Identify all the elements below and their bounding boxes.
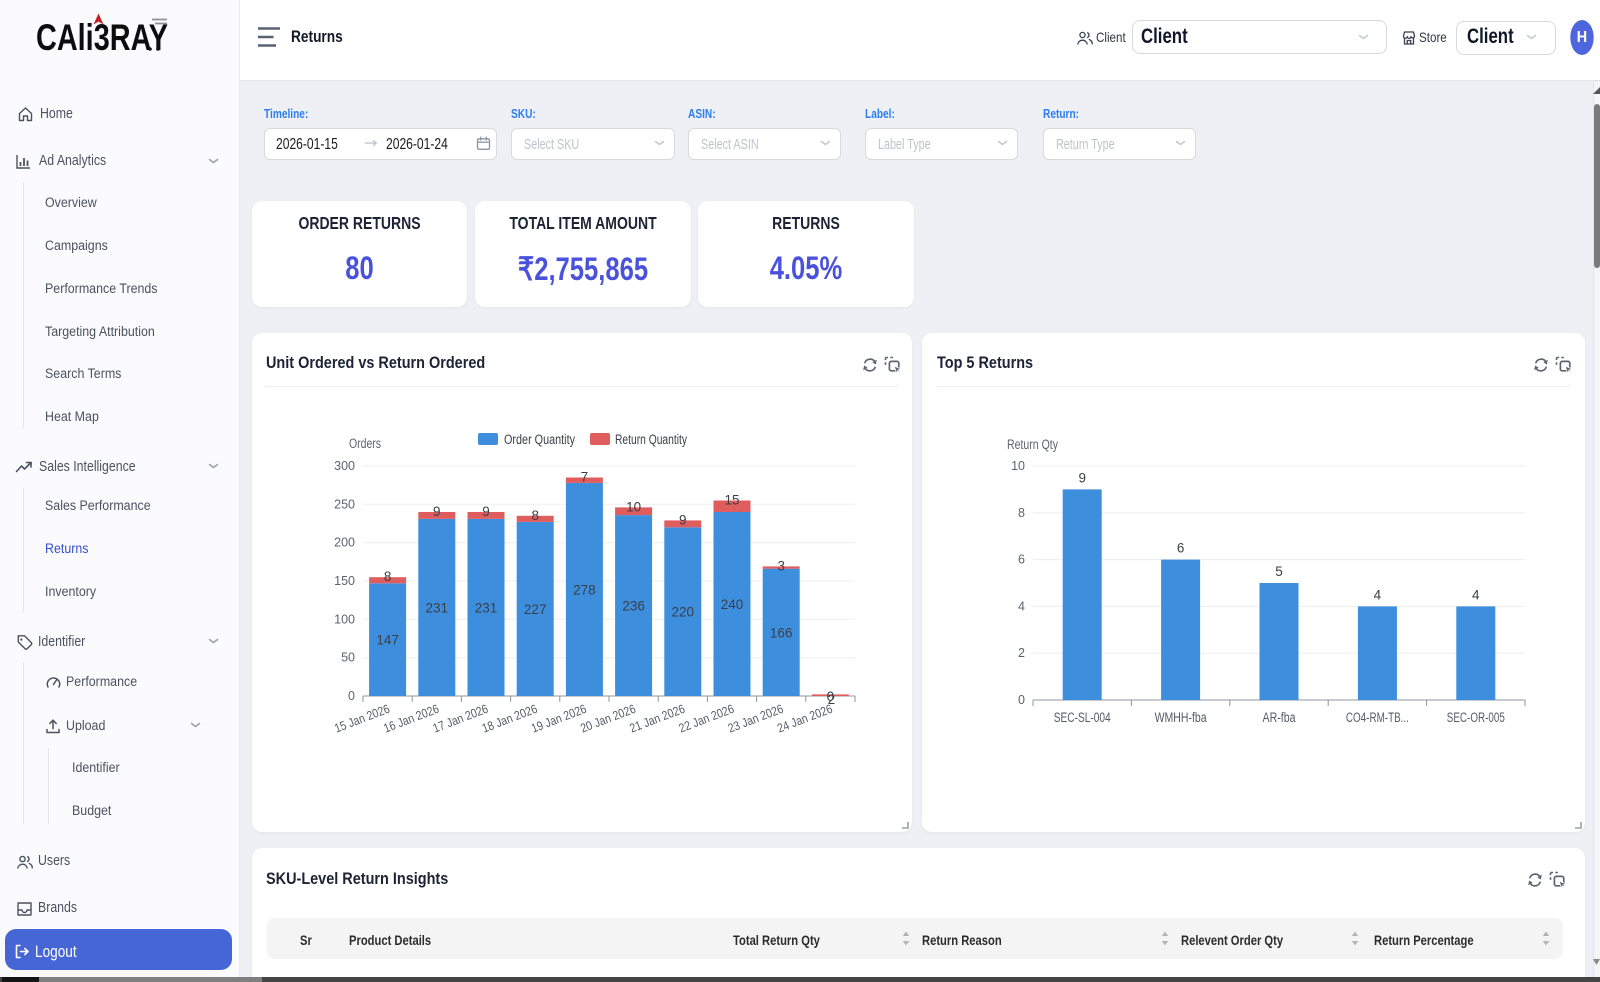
svg-text:8: 8 — [531, 508, 539, 523]
svg-text:231: 231 — [475, 601, 498, 616]
svg-text:6: 6 — [1177, 541, 1185, 556]
svg-text:4: 4 — [1018, 599, 1025, 613]
svg-text:2: 2 — [828, 692, 836, 707]
svg-text:166: 166 — [770, 625, 793, 640]
svg-text:220: 220 — [672, 605, 695, 620]
svg-text:CO4-RM-TB...: CO4-RM-TB... — [1346, 710, 1409, 725]
svg-text:10: 10 — [1011, 459, 1025, 473]
svg-text:227: 227 — [524, 602, 547, 617]
svg-text:20 Jan 2026: 20 Jan 2026 — [579, 702, 638, 736]
svg-text:147: 147 — [376, 633, 399, 648]
svg-text:9: 9 — [482, 504, 490, 519]
svg-text:8: 8 — [1018, 506, 1025, 520]
svg-text:0: 0 — [1018, 693, 1025, 707]
svg-text:300: 300 — [334, 459, 355, 473]
svg-text:WMHH-fba: WMHH-fba — [1155, 710, 1207, 725]
svg-text:15 Jan 2026: 15 Jan 2026 — [333, 702, 392, 736]
svg-text:240: 240 — [721, 597, 744, 612]
svg-text:17 Jan 2026: 17 Jan 2026 — [431, 702, 490, 736]
svg-text:50: 50 — [341, 651, 355, 665]
svg-text:Return Qty: Return Qty — [1007, 437, 1058, 452]
svg-text:9: 9 — [1078, 470, 1086, 485]
svg-text:21 Jan 2026: 21 Jan 2026 — [628, 702, 687, 736]
svg-text:9: 9 — [679, 512, 687, 527]
svg-text:22 Jan 2026: 22 Jan 2026 — [677, 702, 736, 736]
svg-text:0: 0 — [348, 689, 355, 703]
svg-text:AR-fba: AR-fba — [1263, 710, 1296, 725]
svg-text:SEC-SL-004: SEC-SL-004 — [1054, 710, 1111, 725]
svg-text:231: 231 — [426, 601, 449, 616]
svg-text:2: 2 — [1018, 646, 1025, 660]
svg-text:24 Jan 2026: 24 Jan 2026 — [775, 702, 834, 736]
svg-text:8: 8 — [384, 569, 392, 584]
svg-text:10: 10 — [626, 499, 641, 514]
svg-text:7: 7 — [581, 470, 589, 485]
svg-text:278: 278 — [573, 582, 596, 597]
svg-text:Return Quantity: Return Quantity — [615, 432, 687, 447]
svg-text:200: 200 — [334, 536, 355, 550]
svg-text:15: 15 — [724, 493, 739, 508]
svg-text:9: 9 — [433, 504, 441, 519]
svg-text:Order Quantity: Order Quantity — [504, 432, 575, 447]
svg-text:4: 4 — [1472, 587, 1480, 602]
svg-text:4: 4 — [1374, 587, 1382, 602]
svg-text:250: 250 — [334, 497, 355, 511]
svg-text:150: 150 — [334, 574, 355, 588]
svg-text:0: 0 — [827, 689, 835, 704]
svg-text:Orders: Orders — [349, 436, 381, 451]
svg-text:23 Jan 2026: 23 Jan 2026 — [726, 702, 785, 736]
svg-text:5: 5 — [1275, 564, 1283, 579]
svg-text:16 Jan 2026: 16 Jan 2026 — [382, 702, 441, 736]
svg-text:19 Jan 2026: 19 Jan 2026 — [529, 702, 588, 736]
svg-text:18 Jan 2026: 18 Jan 2026 — [480, 702, 539, 736]
svg-text:6: 6 — [1018, 553, 1025, 567]
svg-text:100: 100 — [334, 612, 355, 626]
svg-text:SEC-OR-005: SEC-OR-005 — [1447, 710, 1505, 725]
svg-text:3: 3 — [777, 558, 785, 573]
svg-text:236: 236 — [622, 599, 645, 614]
